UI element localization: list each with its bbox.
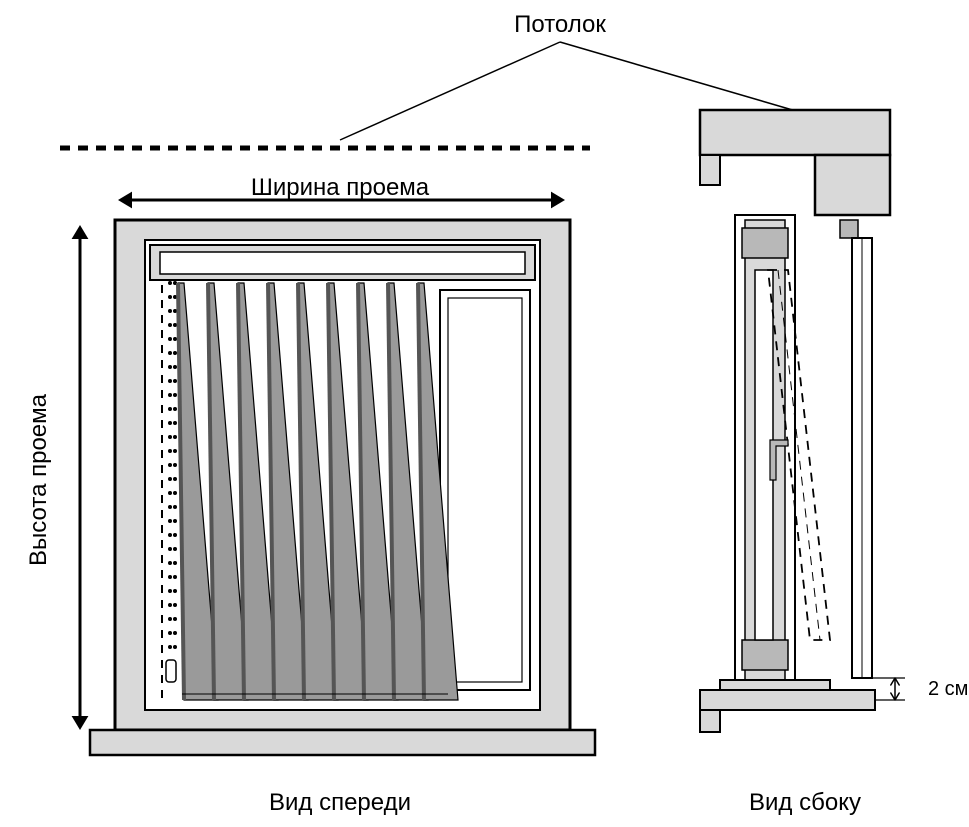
front-window-pane bbox=[440, 290, 530, 690]
side-lintel bbox=[815, 155, 890, 215]
side-bracket bbox=[840, 220, 858, 238]
caption-side: Вид сбоку bbox=[749, 789, 861, 816]
label-height: Высота проема bbox=[25, 393, 52, 566]
front-cord-pull bbox=[166, 660, 176, 682]
side-ceiling-return bbox=[700, 155, 720, 185]
label-gap: 2 см bbox=[928, 678, 968, 700]
front-headrail-inner bbox=[160, 252, 525, 274]
side-sill-outer bbox=[700, 690, 875, 710]
label-ceiling: Потолок bbox=[514, 11, 606, 38]
side-ceiling-block bbox=[700, 110, 890, 155]
caption-front: Вид спереди bbox=[269, 789, 411, 816]
label-width: Ширина проема bbox=[251, 174, 430, 201]
front-sill bbox=[90, 730, 595, 755]
